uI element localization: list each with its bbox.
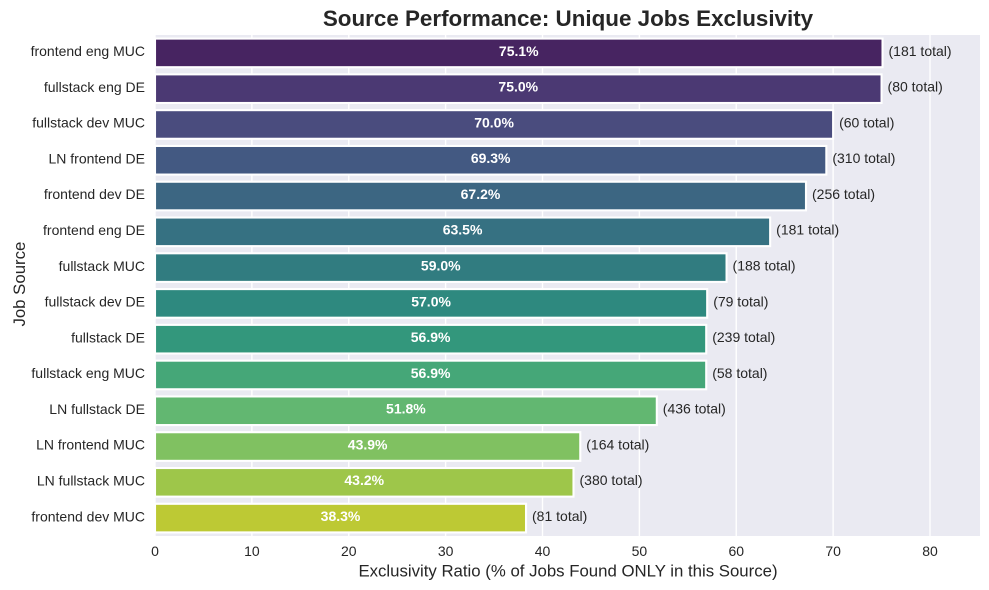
svg-text:fullstack DE: fullstack DE [71,329,145,345]
svg-text:fullstack MUC: fullstack MUC [59,258,145,274]
svg-text:30: 30 [438,543,454,559]
svg-text:frontend dev DE: frontend dev DE [44,186,145,202]
svg-text:LN frontend DE: LN frontend DE [49,150,146,166]
svg-text:67.2%: 67.2% [461,186,501,202]
svg-text:60: 60 [728,543,744,559]
svg-text:63.5%: 63.5% [443,222,483,238]
svg-text:40: 40 [535,543,551,559]
svg-text:56.9%: 56.9% [411,365,451,381]
svg-text:LN frontend MUC: LN frontend MUC [36,437,145,453]
svg-text:51.8%: 51.8% [386,401,426,417]
svg-text:(164 total): (164 total) [586,436,649,452]
svg-text:59.0%: 59.0% [421,258,461,274]
svg-text:(310 total): (310 total) [832,150,895,166]
svg-text:38.3%: 38.3% [321,508,361,524]
svg-text:frontend eng DE: frontend eng DE [43,222,145,238]
svg-text:frontend dev MUC: frontend dev MUC [31,508,145,524]
svg-text:(239 total): (239 total) [712,329,775,345]
svg-text:fullstack dev DE: fullstack dev DE [45,294,145,310]
svg-text:69.3%: 69.3% [471,150,511,166]
svg-text:fullstack eng MUC: fullstack eng MUC [31,365,145,381]
svg-text:Exclusivity Ratio (% of Jobs F: Exclusivity Ratio (% of Jobs Found ONLY … [358,561,777,580]
svg-text:43.9%: 43.9% [348,436,388,452]
svg-text:(380 total): (380 total) [580,472,643,488]
svg-text:(79 total): (79 total) [713,293,768,309]
svg-text:80: 80 [922,543,938,559]
svg-text:20: 20 [341,543,357,559]
svg-text:fullstack eng DE: fullstack eng DE [44,79,145,95]
svg-text:Source Performance: Unique Job: Source Performance: Unique Jobs Exclusiv… [323,6,814,31]
svg-text:(436 total): (436 total) [663,401,726,417]
svg-text:(80 total): (80 total) [888,79,943,95]
svg-text:50: 50 [632,543,648,559]
svg-text:(181 total): (181 total) [776,222,839,238]
svg-text:(58 total): (58 total) [712,365,767,381]
svg-text:(181 total): (181 total) [889,43,952,59]
svg-text:10: 10 [244,543,260,559]
svg-text:0: 0 [151,543,159,559]
svg-text:(188 total): (188 total) [733,258,796,274]
svg-text:56.9%: 56.9% [411,329,451,345]
svg-text:75.1%: 75.1% [499,43,539,59]
svg-text:LN fullstack MUC: LN fullstack MUC [37,473,145,489]
svg-text:Job Source: Job Source [10,242,29,327]
svg-text:frontend eng MUC: frontend eng MUC [31,43,145,59]
svg-text:70: 70 [825,543,841,559]
svg-text:fullstack dev MUC: fullstack dev MUC [32,115,145,131]
svg-text:(60 total): (60 total) [839,114,894,130]
svg-text:(256 total): (256 total) [812,186,875,202]
svg-text:75.0%: 75.0% [498,79,538,95]
svg-text:57.0%: 57.0% [411,293,451,309]
svg-text:70.0%: 70.0% [474,114,514,130]
svg-text:43.2%: 43.2% [344,472,384,488]
svg-text:(81 total): (81 total) [532,508,587,524]
svg-text:LN fullstack DE: LN fullstack DE [49,401,145,417]
